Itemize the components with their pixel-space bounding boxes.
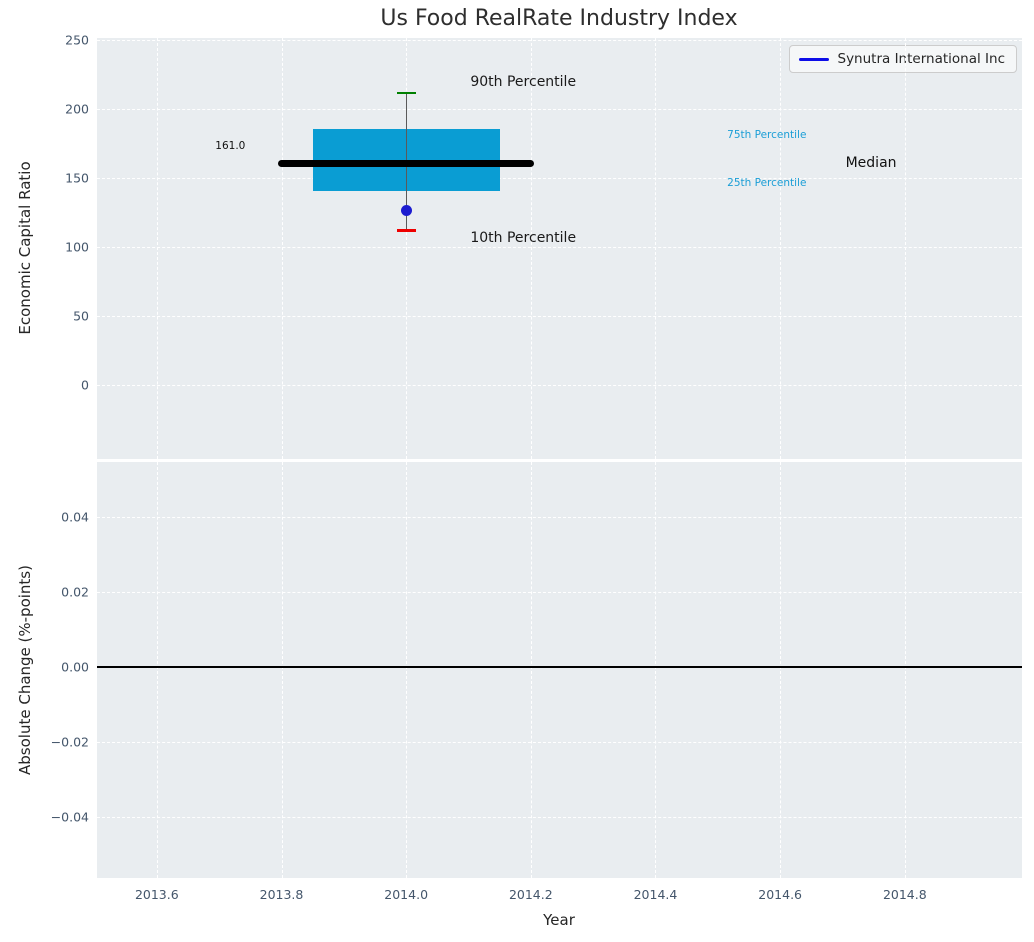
- y-gridline: [97, 247, 1022, 249]
- y-gridline: [97, 517, 1022, 519]
- y-gridline: [97, 741, 1022, 743]
- annotation-25th-percentile: 25th Percentile: [727, 177, 807, 190]
- top-axes: Synutra International Inc 0 50 100 150 200 25…: [65, 33, 1022, 459]
- p90-cap: [396, 91, 416, 95]
- chart-title: Us Food RealRate Industry Index: [380, 6, 738, 31]
- y-tick-label: 150: [65, 170, 89, 186]
- x-gridline: [406, 462, 408, 878]
- y-tick-label: −0.02: [50, 734, 89, 750]
- bottom-y-axis-label: Absolute Change (%-points): [16, 565, 34, 775]
- legend-label: Synutra International Inc: [837, 51, 1006, 67]
- y-tick-label: 0.02: [61, 584, 89, 600]
- p10-cap: [396, 229, 416, 233]
- bottom-axes: 2013.6 2013.8 2014.0 2014.2 2014.4 2014.6 2014…: [51, 462, 1022, 902]
- top-y-axis-label: Economic Capital Ratio: [16, 161, 34, 335]
- legend: Synutra International Inc: [788, 45, 1017, 73]
- x-gridline: [780, 462, 782, 878]
- x-gridline: [156, 38, 158, 459]
- x-tick-label: 2014.6: [758, 887, 803, 902]
- company-marker: [400, 204, 412, 216]
- x-gridline: [530, 38, 532, 459]
- y-tick-label: 0.04: [61, 509, 89, 525]
- legend-line-swatch: [798, 57, 829, 61]
- median-line: [278, 159, 534, 167]
- y-gridline: [97, 592, 1022, 594]
- y-tick-label: 50: [73, 308, 89, 324]
- annotation-10th-percentile: 10th Percentile: [470, 229, 577, 246]
- x-tick-label: 2013.6: [134, 887, 179, 902]
- x-tick-label: 2013.8: [259, 887, 304, 902]
- median-value-label: 161.0: [215, 140, 246, 153]
- x-gridline: [156, 462, 158, 878]
- x-axis-label: Year: [543, 911, 575, 929]
- x-gridline: [780, 38, 782, 459]
- x-gridline: [655, 462, 657, 878]
- annotation-90th-percentile: 90th Percentile: [470, 73, 577, 90]
- annotation-median: Median: [845, 155, 897, 172]
- x-gridline: [655, 38, 657, 459]
- y-gridline: [97, 109, 1022, 111]
- y-tick-label: 250: [65, 32, 89, 48]
- y-gridline: [97, 316, 1022, 318]
- x-tick-label: 2014.0: [384, 887, 429, 902]
- zero-line: [97, 666, 1022, 668]
- x-tick-label: 2014.4: [633, 887, 678, 902]
- x-gridline: [281, 38, 283, 459]
- y-gridline: [97, 40, 1022, 42]
- y-gridline: [97, 178, 1022, 180]
- y-tick-label: −0.04: [50, 809, 89, 825]
- y-gridline: [97, 385, 1022, 387]
- y-tick-label: 100: [65, 239, 89, 255]
- x-gridline: [406, 38, 408, 459]
- y-tick-label: 0.00: [61, 659, 89, 675]
- y-gridline: [97, 816, 1022, 818]
- x-tick-label: 2014.8: [882, 887, 927, 902]
- x-gridline: [281, 462, 283, 878]
- annotation-75th-percentile: 75th Percentile: [727, 129, 807, 141]
- y-tick-label: 0: [81, 377, 89, 393]
- x-tick-label: 2014.2: [508, 887, 553, 902]
- x-gridline: [904, 462, 906, 878]
- y-tick-label: 200: [65, 101, 89, 117]
- x-gridline: [530, 462, 532, 878]
- x-gridline: [904, 38, 906, 459]
